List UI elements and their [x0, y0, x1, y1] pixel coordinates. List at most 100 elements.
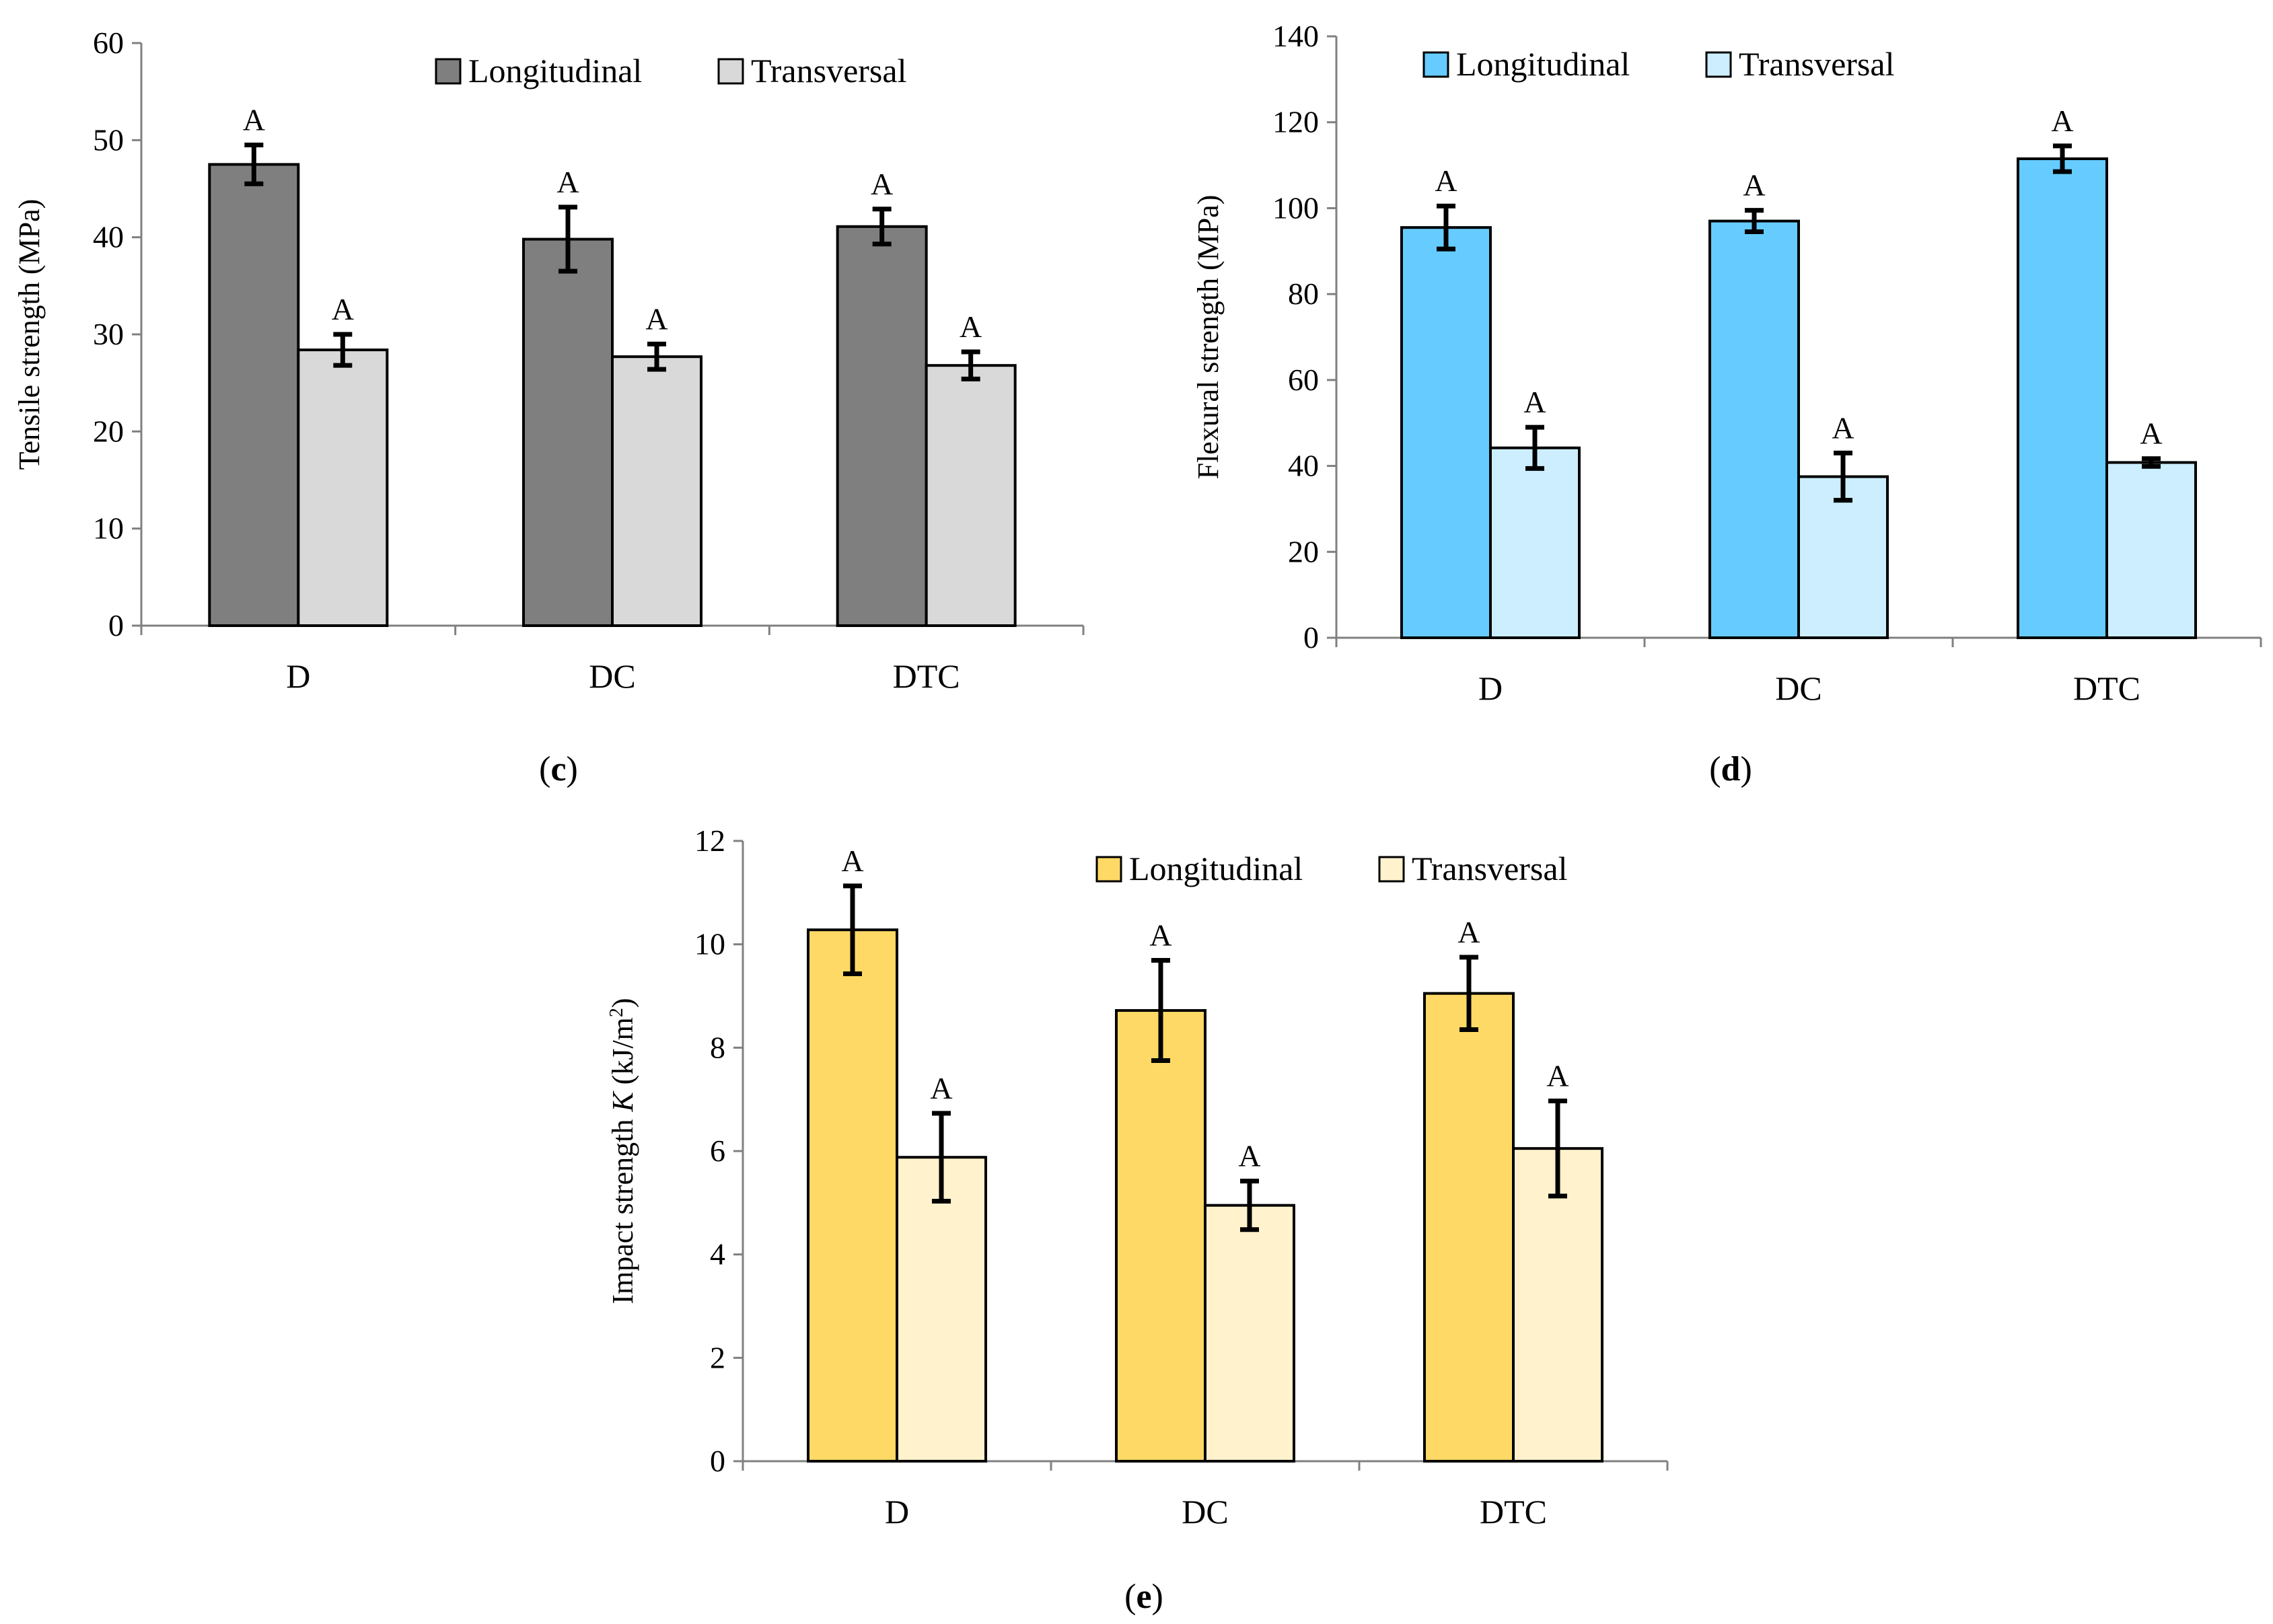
significance-label: A	[332, 292, 354, 326]
significance-label: A	[930, 1071, 952, 1105]
y-tick-label: 10	[694, 927, 725, 961]
legend-label-longitudinal: Longitudinal	[1456, 45, 1630, 83]
category-label: D	[885, 1493, 909, 1530]
bar-transversal-d	[896, 1156, 987, 1463]
category-label: DC	[589, 657, 635, 695]
significance-label: A	[1435, 163, 1457, 198]
y-axis-title: Impact strength K (kJ/m2)	[606, 998, 640, 1304]
significance-label: A	[1832, 410, 1854, 445]
bar-longitudinal-d	[1400, 226, 1492, 639]
category-label: DTC	[2073, 669, 2140, 707]
bar-longitudinal-d	[807, 928, 898, 1463]
y-tick-label: 80	[1288, 276, 1319, 311]
panel-label: (e)	[1124, 1578, 1163, 1616]
y-tick-label: 0	[1303, 620, 1319, 655]
panel-label-letter: e	[1136, 1578, 1151, 1616]
chart-panel-c: 0 10 20 30 40 50 60 A A D A A DC A A DTC Tensile strengt…	[13, 26, 1085, 788]
category-label: D	[286, 657, 310, 695]
bar-longitudinal-dtc	[1423, 992, 1515, 1463]
y-tick-label: 40	[93, 220, 124, 254]
y-axis-title-superscript: 2	[606, 1008, 627, 1017]
significance-label: A	[960, 309, 982, 344]
legend-swatch-longitudinal	[1095, 856, 1122, 883]
y-tick-label: 0	[108, 608, 124, 642]
y-axis-title-prefix: Impact strength	[606, 1112, 639, 1304]
panel-label-open: (	[1709, 750, 1721, 788]
y-axis-title: Tensile strength (MPa)	[13, 199, 46, 470]
panel-label-open: (	[1124, 1578, 1136, 1616]
significance-label: A	[645, 301, 668, 336]
y-axis-title: Flexural strength (MPa)	[1192, 195, 1225, 480]
y-tick-label: 12	[694, 823, 725, 858]
y-tick-label: 100	[1272, 190, 1319, 225]
significance-label: A	[1546, 1058, 1568, 1093]
significance-label: A	[2051, 104, 2073, 138]
bar-longitudinal-dtc	[836, 225, 928, 628]
significance-label: A	[1457, 915, 1480, 949]
bar-transversal-d	[297, 348, 389, 627]
bar-transversal-dtc	[1512, 1147, 1603, 1463]
y-tick-label: 60	[1288, 363, 1319, 397]
category-label: D	[1478, 669, 1503, 707]
category-label: DTC	[893, 657, 960, 695]
legend-label-longitudinal: Longitudinal	[1129, 850, 1303, 887]
category-label: DTC	[1480, 1493, 1547, 1530]
significance-label: A	[556, 165, 579, 199]
legend-swatch-transversal	[1705, 51, 1732, 78]
y-tick-label: 40	[1288, 449, 1319, 483]
y-tick-label: 60	[93, 26, 124, 60]
bar-transversal-dc	[611, 355, 702, 627]
legend-swatch-transversal	[1378, 856, 1405, 883]
y-tick-label: 140	[1272, 19, 1319, 53]
bar-transversal-dtc	[2105, 461, 2197, 639]
bar-transversal-dc	[1204, 1204, 1295, 1463]
panel-label-close: )	[1740, 750, 1752, 788]
panel-label-close: )	[1152, 1578, 1163, 1616]
significance-label: A	[841, 844, 863, 878]
chart-panel-e: 0 2 4 6 8 10 12 A A D A A DC A A DTC Impact strength K (…	[606, 823, 1669, 1616]
y-tick-label: 0	[710, 1444, 725, 1478]
bar-longitudinal-dc	[1708, 219, 1800, 640]
panel-label: (c)	[539, 750, 578, 788]
significance-label: A	[2140, 416, 2162, 451]
panel-label-open: (	[539, 750, 550, 788]
legend-label-transversal: Transversal	[1739, 45, 1894, 83]
y-tick-label: 30	[93, 317, 124, 351]
y-axis-title-close: )	[606, 998, 639, 1008]
significance-label: A	[1743, 168, 1765, 202]
legend-label-longitudinal: Longitudinal	[468, 52, 642, 89]
bar-longitudinal-d	[208, 163, 300, 627]
y-axis-title-unit: (kJ/m	[606, 1017, 639, 1092]
bar-longitudinal-dtc	[2017, 157, 2108, 639]
panel-label: (d)	[1709, 750, 1752, 788]
y-tick-label: 20	[1288, 534, 1319, 568]
category-label: DC	[1775, 669, 1821, 707]
bar-transversal-dtc	[925, 364, 1017, 627]
bar-longitudinal-dc	[522, 237, 614, 627]
y-tick-label: 50	[93, 122, 124, 157]
bar-longitudinal-dc	[1115, 1009, 1206, 1463]
panel-label-letter: c	[550, 750, 566, 788]
legend-swatch-longitudinal	[435, 58, 462, 85]
y-tick-label: 4	[710, 1237, 725, 1271]
y-tick-label: 8	[710, 1030, 725, 1064]
y-tick-label: 20	[93, 414, 124, 448]
y-tick-label: 10	[93, 511, 124, 546]
y-tick-label: 6	[710, 1134, 725, 1168]
legend-label-transversal: Transversal	[1412, 850, 1567, 887]
y-tick-label: 120	[1272, 105, 1319, 139]
significance-label: A	[871, 167, 893, 201]
legend-label-transversal: Transversal	[751, 52, 906, 89]
significance-label: A	[1523, 385, 1546, 419]
significance-label: A	[1149, 918, 1171, 952]
significance-label: A	[1238, 1139, 1260, 1173]
bar-transversal-dc	[1797, 475, 1889, 639]
bar-transversal-d	[1489, 446, 1581, 639]
legend-swatch-longitudinal	[1422, 51, 1449, 78]
y-tick-label: 2	[710, 1340, 725, 1374]
y-axis-title-variable: K	[606, 1091, 639, 1113]
panel-label-close: )	[567, 750, 578, 788]
category-label: DC	[1182, 1493, 1228, 1530]
panel-label-letter: d	[1721, 750, 1741, 788]
